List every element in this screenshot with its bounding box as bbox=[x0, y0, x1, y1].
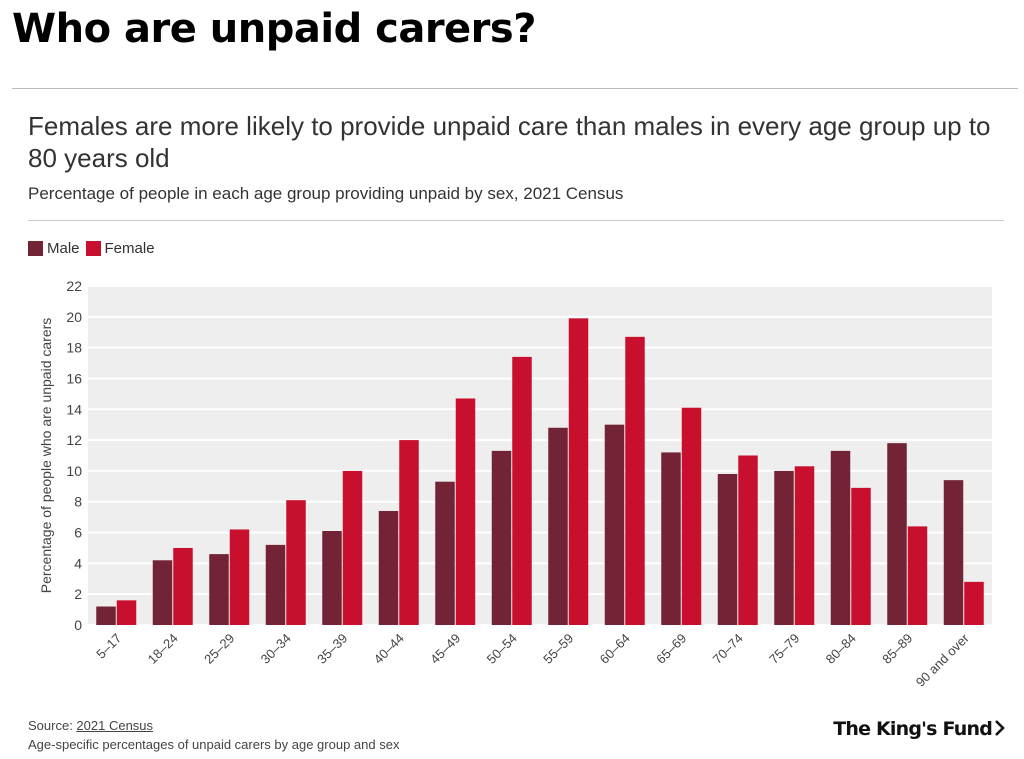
bar-female bbox=[399, 440, 419, 625]
bar-male bbox=[209, 554, 229, 625]
y-tick-label: 4 bbox=[74, 555, 82, 571]
bar-female bbox=[116, 600, 137, 625]
x-tick-label: 60–64 bbox=[597, 631, 633, 667]
bar-male bbox=[548, 427, 568, 625]
x-tick-label: 18–24 bbox=[145, 631, 181, 667]
y-tick-label: 0 bbox=[74, 617, 82, 633]
bar-male bbox=[378, 510, 399, 625]
bar-female bbox=[794, 466, 815, 625]
bar-female bbox=[738, 455, 758, 625]
legend-label-female: Female bbox=[104, 240, 155, 257]
y-tick-label: 18 bbox=[66, 340, 82, 356]
legend-label-male: Male bbox=[47, 240, 80, 257]
x-tick-label: 55–59 bbox=[540, 631, 576, 667]
y-tick-label: 2 bbox=[74, 586, 82, 602]
x-tick-label: 65–69 bbox=[653, 631, 689, 667]
bar-male bbox=[887, 443, 907, 625]
bar-male bbox=[152, 560, 173, 625]
x-tick-label: 40–44 bbox=[371, 631, 407, 667]
bar-male bbox=[943, 480, 964, 625]
kings-fund-logo[interactable]: The King's Fund bbox=[833, 718, 1006, 740]
y-tick-label: 10 bbox=[66, 463, 82, 479]
bar-female bbox=[964, 581, 984, 625]
source-link[interactable]: 2021 Census bbox=[76, 718, 154, 733]
x-tick-label: 90 and over bbox=[913, 630, 973, 690]
x-tick-label: 85–89 bbox=[879, 631, 915, 667]
y-tick-label: 22 bbox=[66, 278, 82, 294]
page-title: Who are unpaid carers? bbox=[12, 6, 536, 52]
y-axis-label: Percentage of people who are unpaid care… bbox=[38, 318, 54, 594]
bar-female bbox=[625, 336, 645, 625]
x-tick-label: 30–34 bbox=[258, 631, 294, 667]
bar-female bbox=[342, 470, 363, 625]
bar-male bbox=[774, 470, 794, 625]
y-tick-label: 20 bbox=[66, 309, 82, 325]
bar-male bbox=[265, 544, 286, 625]
bar-male bbox=[96, 606, 116, 625]
bar-female bbox=[681, 407, 702, 625]
x-tick-label: 5–17 bbox=[93, 631, 124, 662]
bar-female bbox=[455, 398, 476, 625]
bar-male bbox=[491, 450, 512, 625]
bar-male bbox=[830, 450, 851, 625]
x-tick-label: 25–29 bbox=[201, 631, 237, 667]
bar-female bbox=[568, 318, 589, 625]
bar-female bbox=[512, 356, 532, 625]
y-tick-label: 8 bbox=[74, 494, 82, 510]
x-tick-label: 75–79 bbox=[766, 631, 802, 667]
logo-text: The King's Fund bbox=[833, 718, 993, 740]
bar-male bbox=[717, 473, 738, 625]
chevron-right-icon bbox=[995, 720, 1005, 736]
x-tick-label: 80–84 bbox=[823, 631, 859, 667]
chart-subtitle: Percentage of people in each age group p… bbox=[28, 184, 624, 203]
chart-legend: Male Female bbox=[28, 240, 161, 257]
source-prefix: Source: bbox=[28, 718, 77, 733]
bar-chart: 0 2 4 6 8 10 12 14 16 18 20 22 5–17 18–24 25–29 30–34 35… bbox=[38, 278, 992, 690]
footer-note: Age-specific percentages of unpaid carer… bbox=[28, 737, 400, 752]
legend-item-female[interactable]: Female bbox=[85, 240, 155, 257]
bar-female bbox=[907, 526, 928, 625]
x-tick-label: 70–74 bbox=[710, 631, 746, 667]
y-tick-label: 14 bbox=[66, 401, 82, 417]
bar-male bbox=[604, 424, 625, 625]
bar-male bbox=[661, 452, 681, 625]
chart-headline: Females are more likely to provide unpai… bbox=[28, 111, 991, 173]
x-tick-label: 45–49 bbox=[427, 631, 463, 667]
y-tick-label: 12 bbox=[66, 432, 82, 448]
x-tick-label: 50–54 bbox=[484, 631, 520, 667]
legend-swatch-female bbox=[85, 241, 101, 256]
bar-female bbox=[286, 500, 306, 625]
title-divider bbox=[12, 88, 1018, 89]
x-tick-label: 35–39 bbox=[314, 631, 350, 667]
bar-female bbox=[229, 529, 250, 625]
chart-footer: Source: 2021 Census Age-specific percent… bbox=[28, 716, 399, 754]
bar-female bbox=[173, 547, 193, 625]
legend-item-male[interactable]: Male bbox=[28, 240, 80, 257]
y-tick-label: 6 bbox=[74, 525, 82, 541]
subtitle-divider bbox=[28, 220, 1004, 221]
bar-male bbox=[435, 481, 455, 625]
bar-female bbox=[851, 487, 871, 625]
bar-male bbox=[322, 531, 342, 625]
source-line: Source: 2021 Census bbox=[28, 716, 399, 735]
y-tick-label: 16 bbox=[66, 370, 82, 386]
legend-swatch-male bbox=[28, 241, 43, 256]
